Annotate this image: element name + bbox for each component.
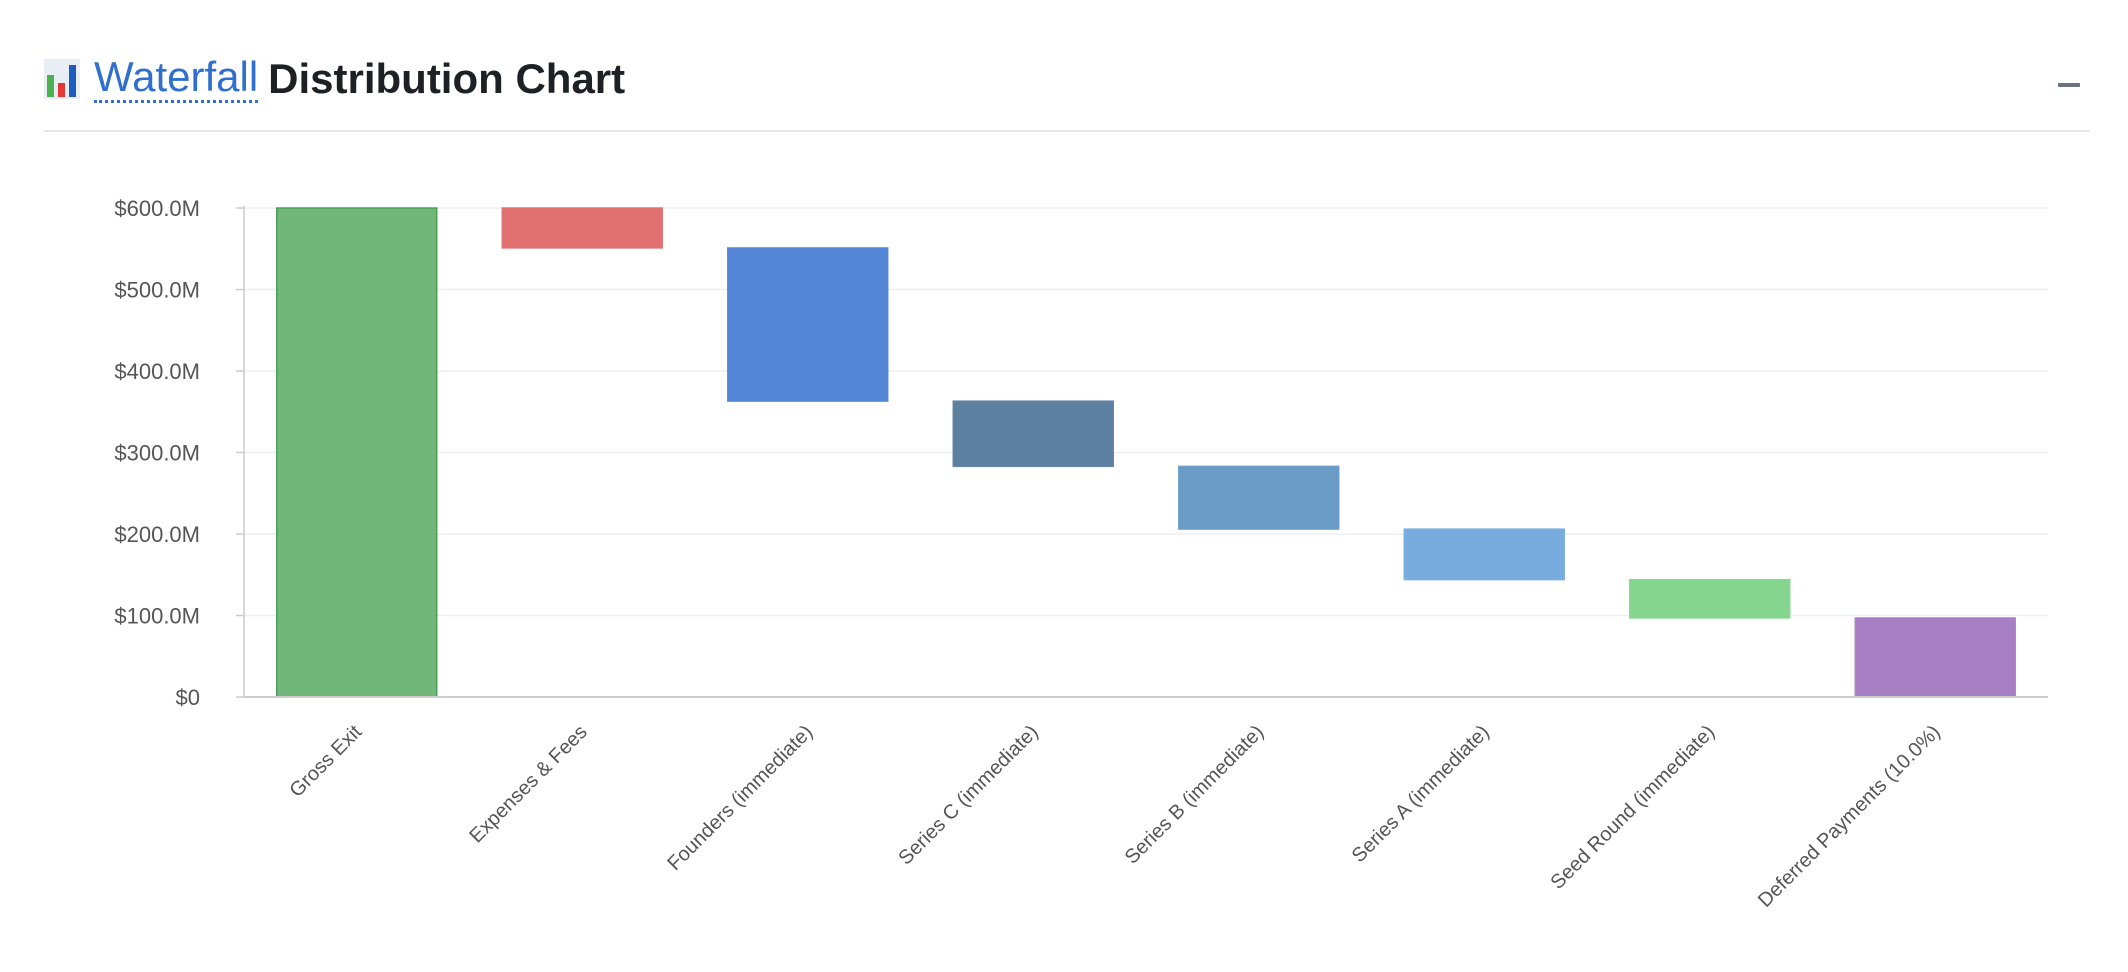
x-tick-label: Expenses & Fees [465, 721, 591, 847]
y-tick-label: $300.0M [114, 441, 200, 466]
bar-gross-exit[interactable] [276, 207, 438, 698]
bar-chart-icon [44, 58, 80, 99]
waterfall-title-link[interactable]: Waterfall [94, 54, 259, 103]
y-tick-label: $100.0M [114, 604, 200, 629]
y-tick-label: $600.0M [114, 196, 200, 221]
x-tick-label: Deferred Payments (10.0%) [1754, 721, 1945, 912]
y-tick-label: $0 [176, 685, 200, 710]
axes [243, 206, 2048, 698]
x-axis-labels: Gross Exit Expenses & Fees Founders (immed… [285, 721, 1944, 912]
y-tick-label: $200.0M [114, 522, 200, 547]
x-tick-label: Series B (immediate) [1121, 721, 1269, 869]
bar-founders-immediate[interactable] [727, 247, 889, 402]
chart-title: Waterfall Distribution Chart [44, 54, 625, 103]
x-tick-label: Seed Round (immediate) [1547, 721, 1720, 894]
bar-series-b-immediate[interactable] [1178, 465, 1340, 530]
chart-header: Waterfall Distribution Chart [44, 40, 2090, 132]
bar-seed-round-immediate[interactable] [1629, 578, 1791, 619]
x-tick-label: Series A (immediate) [1348, 721, 1494, 867]
bar-expenses-fees[interactable] [501, 207, 663, 249]
bar-series-a-immediate[interactable] [1403, 528, 1565, 581]
x-tick-label: Series C (immediate) [894, 721, 1042, 869]
grid-lines [244, 207, 2048, 617]
title-text: Distribution Chart [268, 54, 626, 102]
bars [276, 207, 2016, 698]
y-tick-label: $500.0M [114, 278, 200, 303]
x-tick-label: Founders (immediate) [663, 721, 817, 875]
bar-series-c-immediate[interactable] [952, 400, 1114, 468]
collapse-button[interactable] [2050, 64, 2090, 104]
x-tick-label: Gross Exit [285, 721, 366, 802]
bar-deferred-payments-10-0[interactable] [1854, 617, 2016, 698]
y-axis-ticks: $0 $100.0M $200.0M $300.0M $400.0M $500.0M $60… [114, 196, 244, 710]
y-tick-label: $400.0M [114, 359, 200, 384]
minus-icon [2058, 83, 2080, 87]
